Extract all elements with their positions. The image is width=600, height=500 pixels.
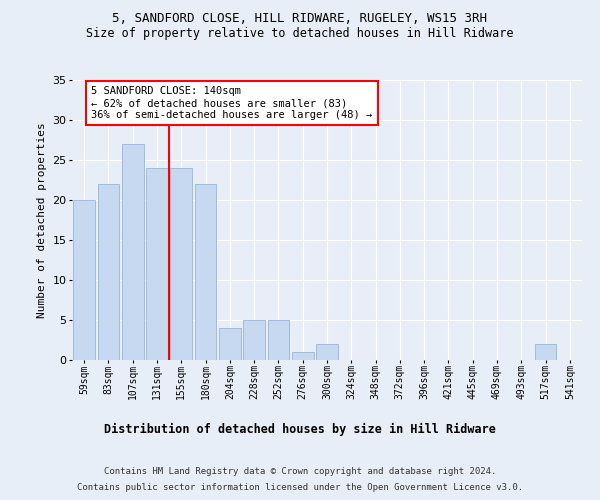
Text: Contains HM Land Registry data © Crown copyright and database right 2024.: Contains HM Land Registry data © Crown c… — [104, 468, 496, 476]
Bar — [268, 320, 289, 360]
Bar — [219, 328, 241, 360]
Bar — [243, 320, 265, 360]
Bar — [316, 344, 338, 360]
Bar — [292, 352, 314, 360]
Bar — [535, 344, 556, 360]
Text: 5, SANDFORD CLOSE, HILL RIDWARE, RUGELEY, WS15 3RH: 5, SANDFORD CLOSE, HILL RIDWARE, RUGELEY… — [113, 12, 487, 26]
Bar — [97, 184, 119, 360]
Bar — [122, 144, 143, 360]
Text: Distribution of detached houses by size in Hill Ridware: Distribution of detached houses by size … — [104, 422, 496, 436]
Bar — [194, 184, 217, 360]
Text: Size of property relative to detached houses in Hill Ridware: Size of property relative to detached ho… — [86, 28, 514, 40]
Y-axis label: Number of detached properties: Number of detached properties — [37, 122, 47, 318]
Bar — [146, 168, 168, 360]
Bar — [73, 200, 95, 360]
Text: 5 SANDFORD CLOSE: 140sqm
← 62% of detached houses are smaller (83)
36% of semi-d: 5 SANDFORD CLOSE: 140sqm ← 62% of detach… — [91, 86, 373, 120]
Bar — [170, 168, 192, 360]
Text: Contains public sector information licensed under the Open Government Licence v3: Contains public sector information licen… — [77, 482, 523, 492]
